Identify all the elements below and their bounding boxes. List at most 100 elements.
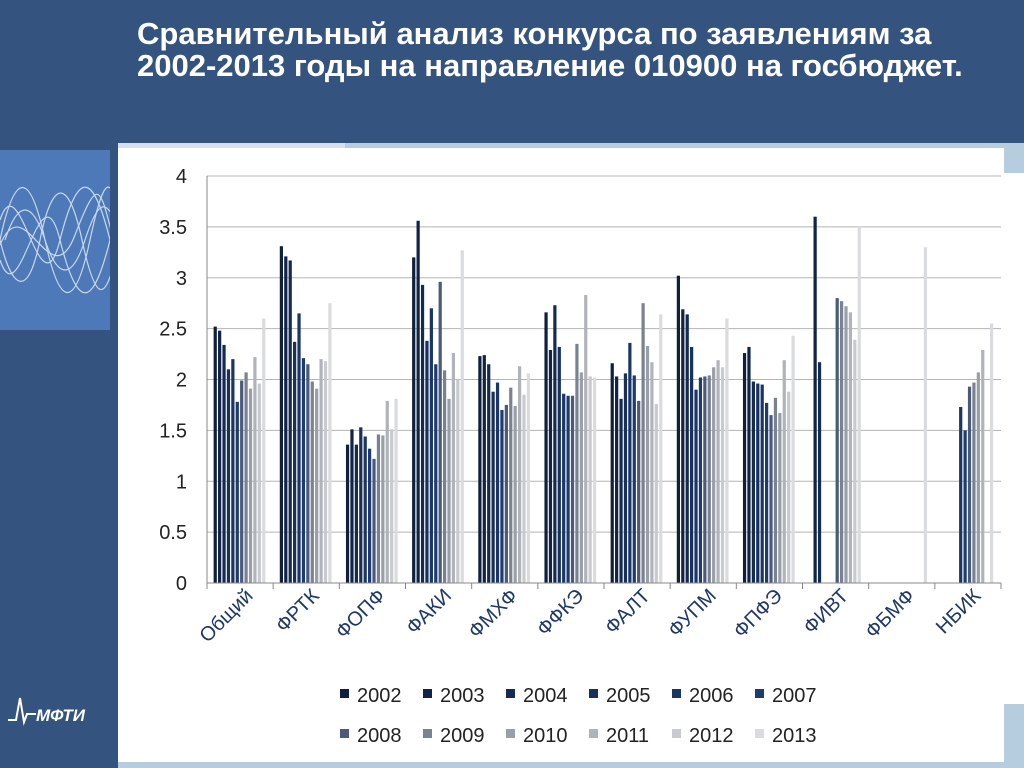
bar-ФПФЭ-2011: [782, 360, 786, 583]
bar-ФОПФ-2004: [354, 444, 358, 583]
bar-Общий-2006: [231, 359, 235, 583]
y-tick-label: 0: [176, 573, 187, 595]
legend-label-2011: 2011: [606, 725, 649, 747]
bar-ФОПФ-2013: [394, 398, 398, 583]
bar-ФАЛТ-2003: [615, 376, 619, 583]
legend-swatch-2009: [423, 729, 432, 738]
bar-ФУПМ-2013: [725, 318, 729, 583]
bar-ФИВТ-2012: [853, 339, 857, 583]
bar-Общий-2009: [244, 372, 248, 583]
bar-ФМХФ-2012: [522, 394, 526, 583]
y-tick-label: 4: [176, 166, 187, 188]
bar-ФАКИ-2011: [451, 353, 456, 583]
category-label: ФУПМ: [664, 585, 721, 642]
bar-ФРТК-2004: [288, 260, 292, 583]
bar-ФМХФ-2002: [478, 356, 482, 583]
mipt-logo: МФТИ: [6, 690, 106, 730]
bar-ФАЛТ-2008: [637, 400, 641, 583]
category-label: Общий: [196, 585, 258, 647]
title-bar: Сравнительный анализ конкурса по заявлен…: [0, 0, 1024, 143]
y-tick-label: 1.5: [159, 420, 187, 442]
bar-Общий-2010: [248, 388, 253, 583]
bar-ФИВТ-2003: [813, 216, 817, 583]
bar-ФУПМ-2003: [681, 309, 685, 583]
bar-ФПФЭ-2013: [791, 335, 795, 583]
bar-ФМХФ-2007: [500, 410, 504, 583]
bar-НБИК-2011: [981, 349, 985, 583]
bar-НБИК-2013: [989, 323, 994, 583]
bar-ФФКЭ-2009: [575, 343, 579, 583]
bar-ФАЛТ-2009: [641, 303, 645, 583]
legend-label-2008: 2008: [357, 725, 402, 747]
bar-ФАЛТ-2012: [654, 403, 658, 583]
bar-ФУПМ-2009: [707, 375, 711, 583]
legend-label-2003: 2003: [440, 685, 485, 707]
bar-НБИК-2006: [959, 406, 963, 583]
bar-ФМХФ-2008: [504, 404, 508, 583]
header-separator: [118, 143, 345, 150]
bar-ФАЛТ-2010: [645, 345, 650, 583]
bar-НБИК-2008: [967, 386, 972, 583]
bar-ФОПФ-2012: [390, 429, 394, 583]
bar-ФУПМ-2004: [685, 314, 689, 583]
bar-ФАКИ-2007: [434, 364, 438, 583]
y-tick-label: 1: [176, 471, 187, 493]
legend-label-2006: 2006: [689, 685, 734, 707]
bar-ФФКЭ-2006: [562, 393, 566, 583]
category-label: ФАЛТ: [601, 585, 655, 639]
legend-label-2002: 2002: [357, 685, 402, 707]
bar-ФПФЭ-2010: [778, 413, 782, 583]
bar-Общий-2011: [253, 357, 257, 583]
bar-ФАКИ-2009: [442, 370, 447, 583]
bar-ФРТК-2003: [284, 256, 288, 583]
logo-wave-icon: МФТИ: [8, 697, 86, 726]
bar-НБИК-2007: [963, 430, 967, 583]
bar-ФАКИ-2013: [460, 250, 464, 583]
bar-ФПФЭ-2002: [742, 353, 747, 583]
bar-Общий-2002: [213, 326, 217, 583]
legend-swatch-2004: [506, 689, 515, 698]
bar-ФОПФ-2010: [381, 435, 385, 583]
category-label: ФАКИ: [402, 585, 456, 639]
bar-ФПФЭ-2009: [773, 397, 778, 583]
bar-ФАКИ-2006: [429, 308, 433, 583]
bar-ФАКИ-2002: [412, 257, 416, 583]
bar-ФАЛТ-2004: [619, 398, 623, 583]
bar-ФПФЭ-2006: [760, 384, 764, 583]
legend-swatch-2012: [672, 729, 681, 738]
legend-swatch-2006: [672, 689, 681, 698]
category-label: ФИВТ: [800, 585, 854, 639]
category-label: ФФКЭ: [533, 585, 588, 640]
legend-label-2013: 2013: [772, 725, 817, 747]
bar-ФАКИ-2008: [438, 281, 442, 583]
logo-text: МФТИ: [36, 706, 86, 725]
bar-ФОПФ-2008: [372, 458, 376, 583]
bar-Общий-2005: [226, 369, 231, 583]
bar-ФУПМ-2006: [694, 389, 698, 583]
bar-ФАКИ-2003: [416, 220, 420, 583]
legend-swatch-2010: [506, 729, 515, 738]
bar-ФМХФ-2006: [495, 382, 500, 583]
bar-ФМХФ-2013: [526, 373, 531, 583]
bar-ФУПМ-2008: [703, 376, 707, 583]
legend-swatch-2003: [423, 689, 432, 698]
legend-swatch-2011: [589, 729, 598, 738]
bar-ФМХФ-2009: [509, 387, 513, 583]
legend-swatch-2007: [755, 689, 764, 698]
bar-ФРТК-2009: [310, 381, 314, 583]
bar-ФУПМ-2002: [676, 275, 680, 583]
bar-НБИК-2009: [972, 382, 976, 583]
bar-ФИВТ-2011: [848, 312, 853, 583]
bar-Общий-2012: [257, 383, 261, 583]
legend-label-2012: 2012: [689, 725, 734, 747]
bar-ФОПФ-2005: [359, 427, 363, 583]
bar-ФУПМ-2005: [690, 346, 694, 583]
bar-ФФКЭ-2007: [566, 395, 570, 583]
bar-ФФКЭ-2005: [557, 346, 561, 583]
bar-Общий-2008: [240, 380, 244, 583]
sine-wave-icon: [0, 186, 121, 294]
bar-ФИВТ-2009: [839, 301, 844, 583]
legend-label-2004: 2004: [523, 685, 568, 707]
category-label: ФПФЭ: [730, 585, 787, 642]
category-label: НБИК: [932, 585, 986, 639]
